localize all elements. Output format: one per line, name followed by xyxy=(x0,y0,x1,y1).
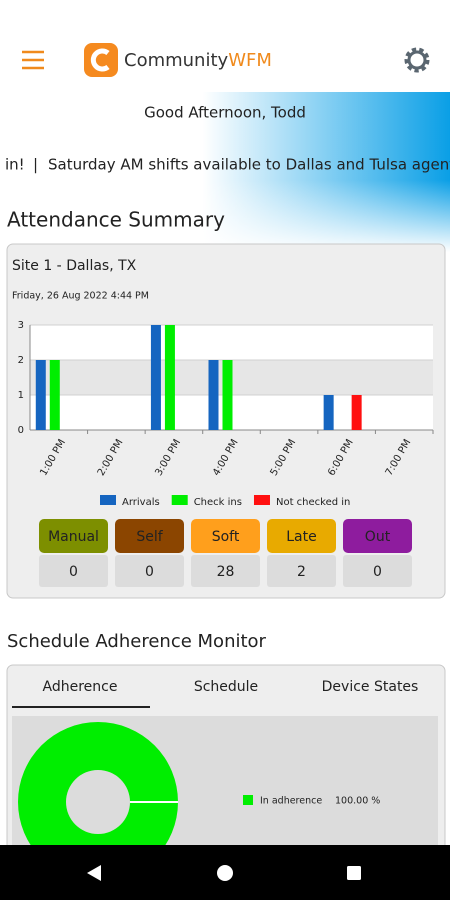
bar xyxy=(49,360,60,430)
tile-label: Manual xyxy=(48,529,99,545)
tile-header xyxy=(267,519,336,553)
recents-button[interactable] xyxy=(347,866,361,880)
tile-label: Out xyxy=(365,529,391,545)
legend-label: Not checked in xyxy=(276,497,350,508)
settings-button[interactable] xyxy=(404,47,430,73)
y-tick-label: 1 xyxy=(18,390,24,401)
tile-value-bg xyxy=(343,555,412,587)
tile-value: 0 xyxy=(69,564,78,580)
tile-value-bg xyxy=(39,555,108,587)
logo xyxy=(84,43,118,77)
bar xyxy=(351,395,362,430)
brand-accent: WFM xyxy=(228,50,272,71)
tile-value: 0 xyxy=(145,564,154,580)
back-button[interactable] xyxy=(87,865,101,881)
menu-button[interactable] xyxy=(22,50,44,70)
ticker-separator: | xyxy=(33,156,38,174)
y-tick-label: 3 xyxy=(18,320,24,331)
tile-header xyxy=(39,519,108,553)
tile-value: 2 xyxy=(297,564,306,580)
status-tiles: Manual 0 Self 0 Soft 28 Late 2 Out 0 xyxy=(39,519,412,587)
legend-swatch xyxy=(253,495,270,505)
site-name: Site 1 - Dallas, TX xyxy=(12,258,137,274)
tile-label: Soft xyxy=(212,529,240,545)
pie-slice xyxy=(18,722,178,882)
timestamp: Friday, 26 Aug 2022 4:44 PM xyxy=(12,291,149,302)
legend-swatch xyxy=(243,795,253,805)
tile-header xyxy=(343,519,412,553)
tile-value: 28 xyxy=(217,564,235,580)
logo-mark xyxy=(90,48,110,72)
tile-label: Late xyxy=(286,529,316,545)
home-button[interactable] xyxy=(217,865,233,881)
legend-label: In adherence xyxy=(260,796,322,807)
brand: CommunityWFM xyxy=(124,50,272,71)
ticker-item: in! xyxy=(5,156,25,174)
tab-indicator xyxy=(12,706,150,708)
tile-value-bg xyxy=(191,555,260,587)
tab[interactable]: Schedule xyxy=(194,679,258,695)
bar xyxy=(150,325,161,430)
adherence-chart: In adherence 100.00 % xyxy=(18,722,380,882)
section-title: Attendance Summary xyxy=(7,208,225,232)
tab[interactable]: Adherence xyxy=(43,679,118,695)
ticker-item: Saturday AM shifts available to Dallas a… xyxy=(48,156,450,174)
tile-header xyxy=(191,519,260,553)
section-title: Schedule Adherence Monitor xyxy=(7,631,267,652)
tile-label: Self xyxy=(136,529,163,545)
bar xyxy=(208,360,219,430)
tile-value-bg xyxy=(267,555,336,587)
tile-value: 0 xyxy=(373,564,382,580)
bar xyxy=(222,360,233,430)
legend-label: Arrivals xyxy=(122,497,160,508)
tile-value-bg xyxy=(115,555,184,587)
bar xyxy=(323,395,334,430)
banner-fade xyxy=(0,92,450,252)
legend-swatch xyxy=(100,495,116,505)
y-tick-label: 0 xyxy=(18,425,24,436)
greeting: Good Afternoon, Todd xyxy=(144,104,306,122)
tab[interactable]: Device States xyxy=(322,679,419,695)
legend-label: Check ins xyxy=(194,497,242,508)
tabs: Adherence Schedule Device States xyxy=(12,679,418,708)
bar xyxy=(35,360,46,430)
y-tick-label: 2 xyxy=(18,355,24,366)
brand-main: Community xyxy=(124,50,229,71)
tile-header xyxy=(115,519,184,553)
legend-swatch xyxy=(171,495,188,505)
bar xyxy=(164,325,175,430)
legend-value: 100.00 % xyxy=(335,796,380,807)
